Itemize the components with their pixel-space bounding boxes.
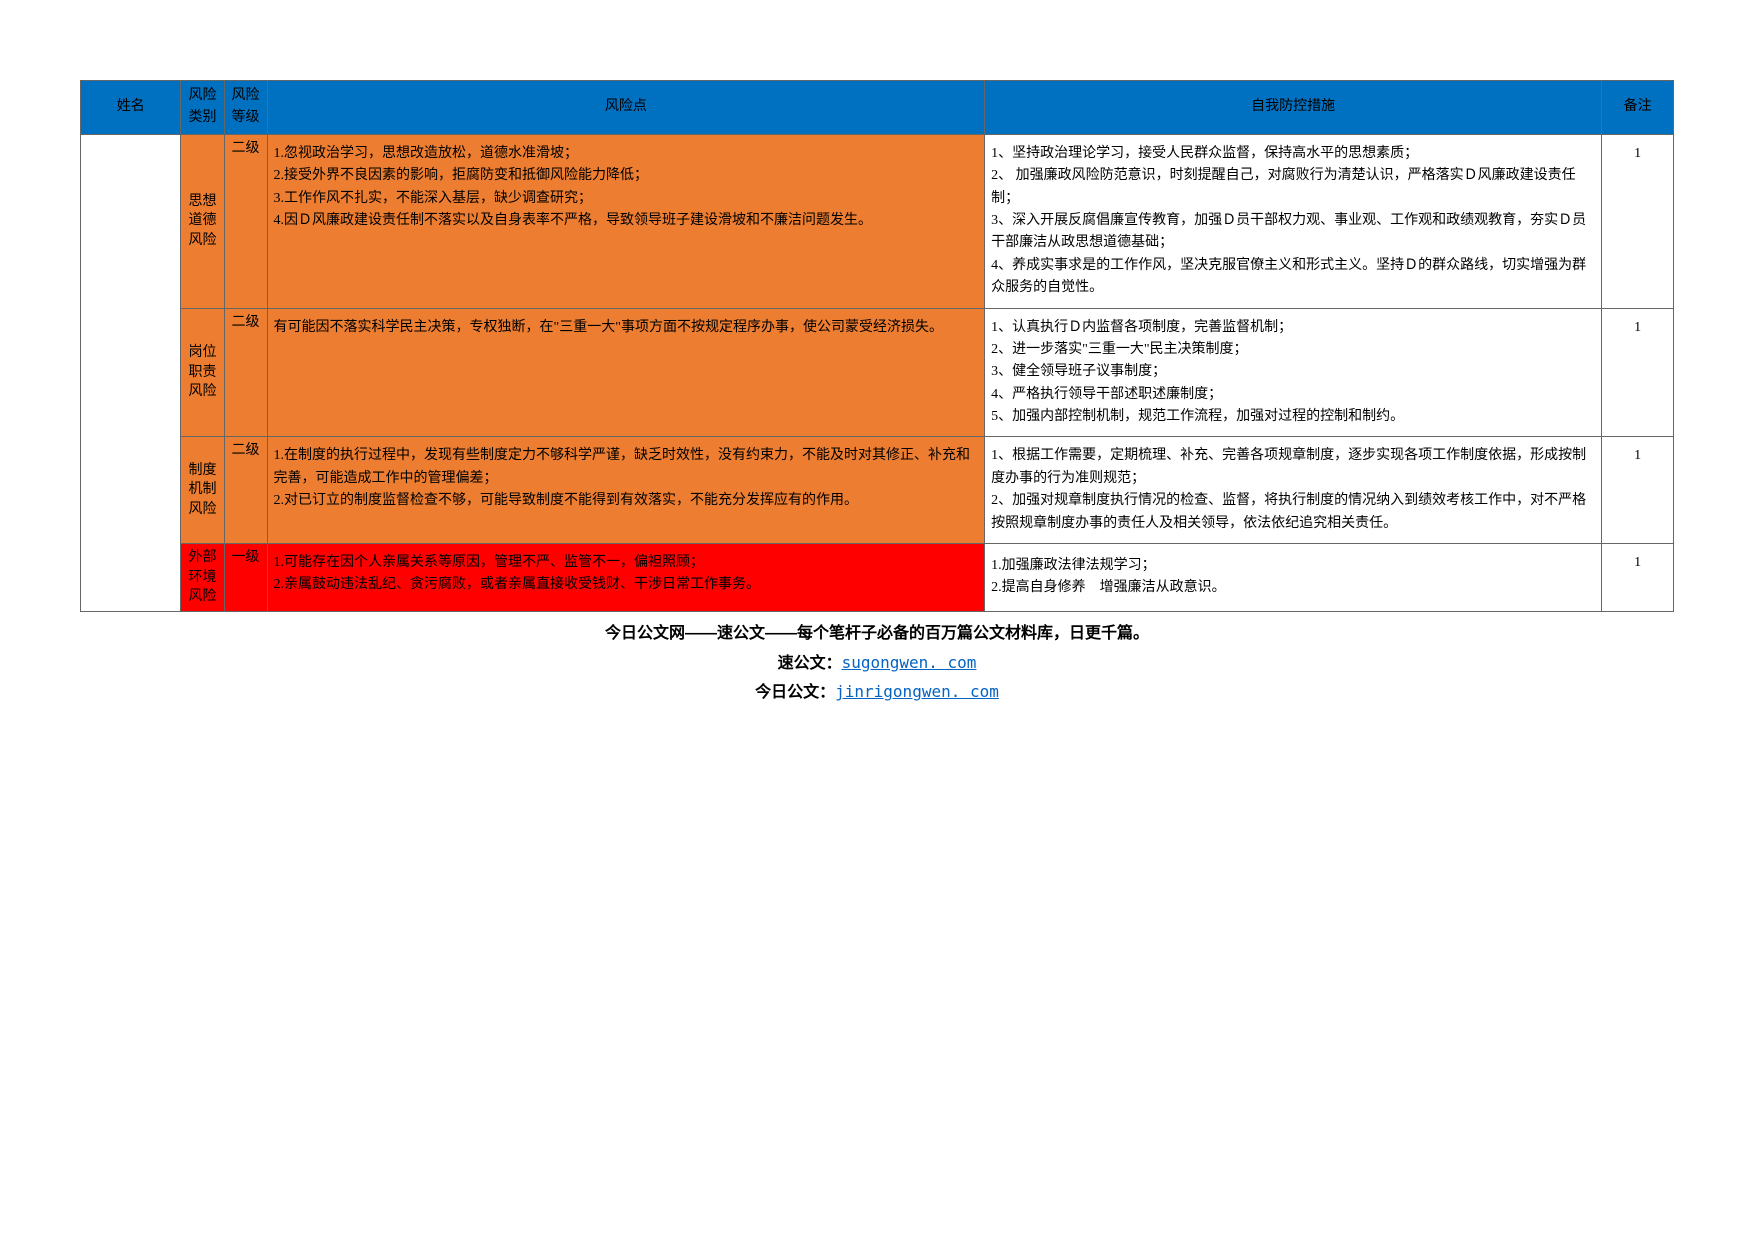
category-cell: 岗位职责风险 (181, 308, 224, 437)
header-measure: 自我防控措施 (985, 81, 1602, 135)
category-cell: 外部环境风险 (181, 544, 224, 612)
table-row: 思想道德风险二级1.忽视政治学习，思想改造放松，道德水准滑坡； 2.接受外界不良… (81, 134, 1674, 308)
footer-line3-label: 今日公文： (755, 684, 835, 701)
measure-cell: 1、根据工作需要，定期梳理、补充、完善各项规章制度，逐步实现各项工作制度依据，形… (985, 437, 1602, 544)
risk-cell: 1.在制度的执行过程中，发现有些制度定力不够科学严谨，缺乏时效性，没有约束力，不… (267, 437, 985, 544)
measure-cell: 1.加强廉政法律法规学习； 2.提高自身修养 增强廉洁从政意识。 (985, 544, 1602, 612)
table-row: 制度机制风险二级1.在制度的执行过程中，发现有些制度定力不够科学严谨，缺乏时效性… (81, 437, 1674, 544)
header-note: 备注 (1602, 81, 1674, 135)
risk-cell: 1.忽视政治学习，思想改造放松，道德水准滑坡； 2.接受外界不良因素的影响，拒腐… (267, 134, 985, 308)
measure-cell: 1、认真执行Ｄ内监督各项制度，完善监督机制； 2、进一步落实"三重一大"民主决策… (985, 308, 1602, 437)
footer-line2-label: 速公文： (778, 655, 842, 672)
table-row: 岗位职责风险二级有可能因不落实科学民主决策，专权独断，在"三重一大"事项方面不按… (81, 308, 1674, 437)
footer-line3: 今日公文：jinrigongwen. com (80, 678, 1674, 708)
level-cell: 一级 (224, 544, 267, 612)
level-cell: 二级 (224, 134, 267, 308)
header-name: 姓名 (81, 81, 181, 135)
note-cell: 1 (1602, 437, 1674, 544)
risk-cell: 1.可能存在因个人亲属关系等原因，管理不严、监管不一，偏袒照顾； 2.亲属鼓动违… (267, 544, 985, 612)
header-row: 姓名 风险类别 风险等级 风险点 自我防控措施 备注 (81, 81, 1674, 135)
category-cell: 思想道德风险 (181, 134, 224, 308)
jinrigongwen-link[interactable]: jinrigongwen. com (835, 682, 999, 701)
note-cell: 1 (1602, 134, 1674, 308)
footer-line2: 速公文：sugongwen. com (80, 649, 1674, 679)
header-level: 风险等级 (224, 81, 267, 135)
header-risk: 风险点 (267, 81, 985, 135)
category-cell: 制度机制风险 (181, 437, 224, 544)
footer-line1: 今日公文网——速公文——每个笔杆子必备的百万篇公文材料库，日更千篇。 (80, 620, 1674, 649)
risk-cell: 有可能因不落实科学民主决策，专权独断，在"三重一大"事项方面不按规定程序办事，使… (267, 308, 985, 437)
name-cell (81, 134, 181, 611)
measure-cell: 1、坚持政治理论学习，接受人民群众监督，保持高水平的思想素质； 2、 加强廉政风… (985, 134, 1602, 308)
level-cell: 二级 (224, 308, 267, 437)
footer: 今日公文网——速公文——每个笔杆子必备的百万篇公文材料库，日更千篇。 速公文：s… (80, 620, 1674, 708)
risk-table: 姓名 风险类别 风险等级 风险点 自我防控措施 备注 思想道德风险二级1.忽视政… (80, 80, 1674, 612)
note-cell: 1 (1602, 544, 1674, 612)
note-cell: 1 (1602, 308, 1674, 437)
sugongwen-link[interactable]: sugongwen. com (842, 653, 977, 672)
table-row: 外部环境风险一级1.可能存在因个人亲属关系等原因，管理不严、监管不一，偏袒照顾；… (81, 544, 1674, 612)
header-category: 风险类别 (181, 81, 224, 135)
level-cell: 二级 (224, 437, 267, 544)
